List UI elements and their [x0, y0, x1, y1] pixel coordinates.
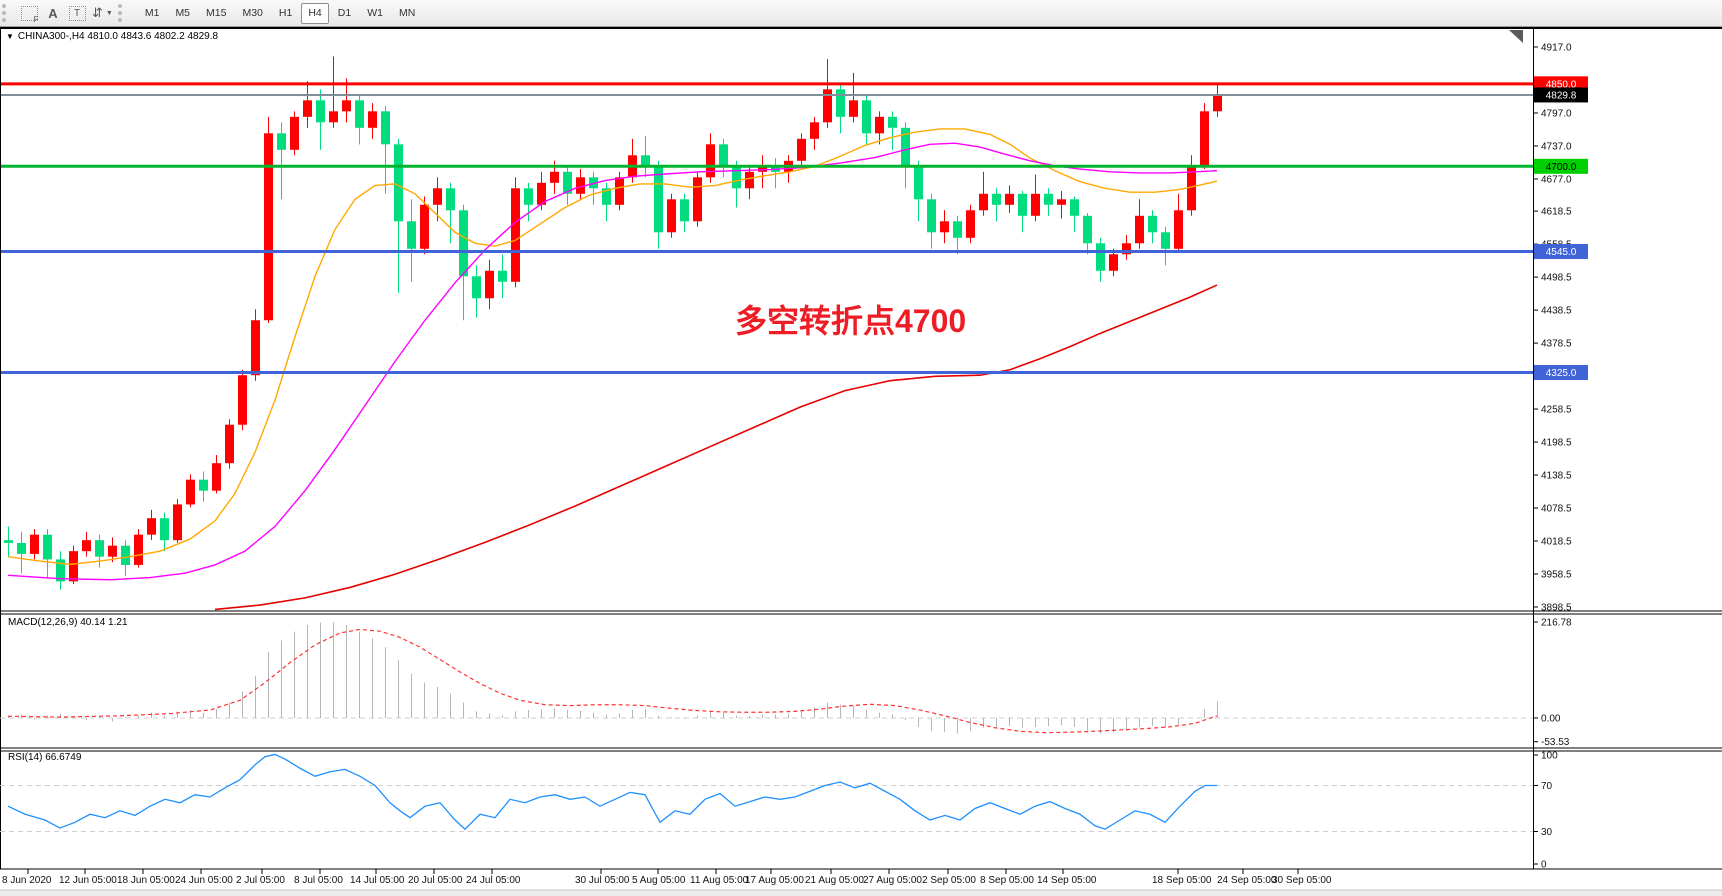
grid-f-icon: F: [20, 5, 39, 24]
svg-text:5 Aug 05:00: 5 Aug 05:00: [632, 875, 686, 886]
svg-text:30: 30: [1541, 827, 1553, 838]
toolbar-grip-2[interactable]: [117, 4, 130, 22]
svg-text:216.78: 216.78: [1541, 618, 1572, 629]
macd-pane: 216.78 0.00 -53.53: [0, 618, 1572, 748]
svg-text:14 Sep 05:00: 14 Sep 05:00: [1037, 875, 1097, 886]
horizontal-lines-layer: [0, 82, 1533, 374]
toolbar-grip[interactable]: [2, 4, 14, 22]
svg-text:14 Jul 05:00: 14 Jul 05:00: [350, 875, 405, 886]
chart-title-text: CHINA300-,H4 4810.0 4843.6 4802.2 4829.8: [17, 31, 219, 42]
svg-text:4078.5: 4078.5: [1541, 504, 1572, 515]
svg-text:4618.5: 4618.5: [1541, 207, 1572, 218]
timeframe-button-H4[interactable]: H4: [301, 2, 329, 24]
svg-text:4700.0: 4700.0: [1546, 162, 1577, 173]
svg-text:4378.5: 4378.5: [1541, 339, 1572, 350]
svg-text:4138.5: 4138.5: [1541, 471, 1572, 482]
svg-text:27 Aug 05:00: 27 Aug 05:00: [863, 875, 922, 886]
svg-text:4545.0: 4545.0: [1546, 247, 1577, 258]
svg-text:4917.0: 4917.0: [1541, 43, 1572, 54]
letter-a-icon: A: [48, 5, 58, 21]
timeframe-bar: M1 M5 M15 M30 H1 H4 D1 W1 MN: [137, 2, 423, 24]
price-axis: 4917.04797.04737.04677.04618.54558.54498…: [1533, 43, 1588, 613]
svg-text:4677.0: 4677.0: [1541, 174, 1572, 185]
svg-text:4498.5: 4498.5: [1541, 273, 1572, 284]
timeframe-button-M30[interactable]: M30: [235, 3, 269, 24]
toolbar: F A T ⇵ ▼ M1 M5 M15 M30 H1 H4 D1 W1 MN: [0, 0, 1722, 27]
chart-shift-marker: [1509, 30, 1523, 43]
timeframe-button-M1[interactable]: M1: [138, 3, 167, 24]
dropdown-caret-icon: ▼: [105, 9, 113, 17]
svg-text:17 Aug 05:00: 17 Aug 05:00: [745, 875, 804, 886]
chart-title: ▼ CHINA300-,H4 4810.0 4843.6 4802.2 4829.…: [6, 31, 218, 42]
slow-ma: [214, 284, 1218, 611]
boxed-t-icon: T: [68, 5, 86, 21]
svg-text:3898.5: 3898.5: [1541, 602, 1572, 613]
time-axis: 8 Jun 2020 12 Jun 05:00 18 Jun 05:00 24 Jun…: [2, 869, 1332, 886]
text-annotation[interactable]: 多空转折点4700: [735, 303, 967, 339]
timeframe-button-M15[interactable]: M15: [199, 3, 233, 24]
rsi-line: [7, 753, 1217, 831]
svg-text:21 Aug 05:00: 21 Aug 05:00: [805, 875, 864, 886]
moving-averages-layer: [7, 128, 1218, 611]
svg-text:3958.5: 3958.5: [1541, 569, 1572, 580]
rsi-indicator-label: RSI(14) 66.6749: [8, 752, 82, 763]
svg-text:8 Sep 05:00: 8 Sep 05:00: [980, 875, 1034, 886]
svg-text:30 Jul 05:00: 30 Jul 05:00: [575, 875, 630, 886]
timeframe-button-H1[interactable]: H1: [272, 3, 299, 24]
mid-ma: [7, 142, 1218, 581]
svg-text:18 Sep 05:00: 18 Sep 05:00: [1152, 875, 1212, 886]
svg-text:12 Jun 05:00: 12 Jun 05:00: [59, 875, 117, 886]
timeframe-button-W1[interactable]: W1: [360, 3, 390, 24]
svg-text:4850.0: 4850.0: [1546, 79, 1577, 90]
svg-text:2 Jul 05:00: 2 Jul 05:00: [236, 875, 285, 886]
arrow-tools-button[interactable]: ⇵ ▼: [89, 2, 116, 24]
price-badge: [1534, 364, 1588, 380]
svg-text:0: 0: [1541, 860, 1547, 871]
timeframe-button-M5[interactable]: M5: [168, 3, 197, 24]
svg-text:20 Jul 05:00: 20 Jul 05:00: [408, 875, 463, 886]
price-badge: [1534, 244, 1588, 260]
svg-text:70: 70: [1541, 781, 1553, 792]
svg-text:4258.5: 4258.5: [1541, 405, 1572, 416]
svg-text:4438.5: 4438.5: [1541, 306, 1572, 317]
svg-text:24 Sep 05:00: 24 Sep 05:00: [1217, 875, 1277, 886]
timeframe-button-MN[interactable]: MN: [392, 3, 422, 24]
svg-text:4797.0: 4797.0: [1541, 108, 1572, 119]
frame-layer: [0, 27, 1722, 896]
svg-text:0.00: 0.00: [1541, 714, 1561, 725]
price-badge: [1534, 158, 1588, 174]
symbol-caret-icon: ▼: [6, 32, 14, 41]
svg-text:4325.0: 4325.0: [1546, 368, 1577, 379]
timeframe-button-D1[interactable]: D1: [331, 3, 358, 24]
svg-text:18 Jun 05:00: 18 Jun 05:00: [117, 875, 175, 886]
macd-signal-line: [7, 628, 1218, 734]
svg-text:24 Jun 05:00: 24 Jun 05:00: [175, 875, 233, 886]
fast-ma: [7, 128, 1218, 566]
svg-text:-53.53: -53.53: [1541, 737, 1570, 748]
svg-text:30 Sep 05:00: 30 Sep 05:00: [1272, 875, 1332, 886]
candles-layer: [4, 56, 1222, 590]
svg-text:4018.5: 4018.5: [1541, 536, 1572, 547]
svg-text:4829.8: 4829.8: [1546, 90, 1577, 101]
svg-text:4737.0: 4737.0: [1541, 141, 1572, 152]
swap-arrows-icon: ⇵: [92, 5, 103, 20]
svg-text:2 Sep 05:00: 2 Sep 05:00: [922, 875, 976, 886]
macd-indicator-label: MACD(12,26,9) 40.14 1.21: [8, 617, 128, 628]
svg-text:8 Jul 05:00: 8 Jul 05:00: [294, 875, 343, 886]
svg-text:4198.5: 4198.5: [1541, 438, 1572, 449]
cursor-grid-tool-button[interactable]: F: [17, 2, 41, 24]
svg-text:100: 100: [1541, 751, 1558, 762]
text-label-tool-button[interactable]: A: [41, 2, 65, 24]
text-box-tool-button[interactable]: T: [65, 2, 89, 24]
svg-text:11 Aug 05:00: 11 Aug 05:00: [690, 875, 749, 886]
price-badge: [1534, 87, 1588, 103]
svg-text:8 Jun 2020: 8 Jun 2020: [2, 875, 52, 886]
rsi-pane: 100 70 30 0: [0, 751, 1558, 871]
svg-text:24 Jul 05:00: 24 Jul 05:00: [466, 875, 521, 886]
